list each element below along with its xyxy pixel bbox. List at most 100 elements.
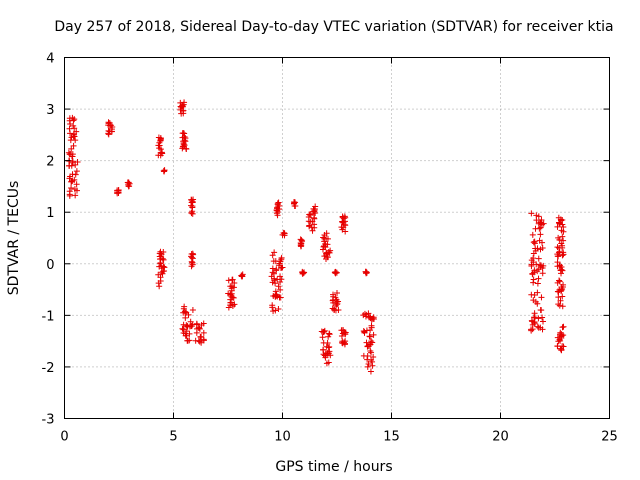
data-point [184, 337, 191, 344]
data-point [539, 314, 546, 321]
data-point [200, 337, 207, 344]
y-axis-label: SDTVAR / TECUs [6, 181, 22, 296]
data-point [161, 168, 168, 174]
data-point [196, 338, 203, 345]
data-point [332, 307, 339, 314]
data-point [361, 310, 368, 317]
data-point [155, 271, 162, 278]
data-point [535, 275, 542, 282]
data-point [271, 277, 278, 284]
data-point [178, 110, 185, 117]
data-point [227, 291, 234, 298]
data-point [69, 151, 76, 158]
data-point [180, 141, 187, 148]
data-point [275, 262, 282, 269]
data-point [370, 331, 377, 338]
data-point [319, 246, 326, 253]
x-tick-label: 5 [169, 430, 177, 445]
grid-lines [64, 57, 610, 419]
data-point [321, 243, 328, 250]
data-point [559, 233, 566, 240]
data-point [71, 116, 78, 123]
data-point [125, 181, 132, 188]
data-point [189, 306, 196, 313]
y-tick-label: 2 [46, 155, 54, 170]
data-point [274, 209, 281, 216]
data-point [536, 237, 543, 244]
data-point [534, 300, 541, 307]
data-point [291, 200, 298, 207]
data-point [320, 328, 327, 335]
data-point [560, 343, 567, 350]
data-point [326, 330, 333, 337]
chart-title: Day 257 of 2018, Sidereal Day-to-day VTE… [54, 19, 613, 35]
data-point [298, 237, 305, 244]
data-point [534, 245, 541, 252]
data-point [270, 258, 277, 265]
data-point [556, 263, 563, 270]
data-point [157, 137, 164, 144]
y-tick-label: -2 [42, 361, 55, 376]
y-tick-label: 3 [46, 103, 54, 118]
data-point [536, 225, 543, 232]
data-point [297, 236, 304, 243]
data-point [323, 230, 330, 237]
data-point [557, 217, 564, 224]
data-point [560, 332, 567, 339]
data-point [364, 356, 371, 363]
data-point [367, 368, 374, 375]
data-point [158, 265, 165, 272]
y-tick-label: -1 [42, 309, 55, 324]
data-point [281, 230, 288, 237]
data-point [274, 276, 281, 283]
data-point [533, 212, 540, 219]
data-point [188, 258, 195, 265]
data-point [557, 337, 564, 344]
y-tick-labels: -3 -2 -1 0 1 2 3 4 [42, 52, 55, 428]
data-point [557, 331, 564, 338]
data-point [157, 152, 164, 159]
data-point [70, 142, 77, 149]
data-point [181, 137, 188, 144]
data-point [70, 133, 77, 140]
x-tick-labels: 0 5 10 15 20 25 [60, 430, 617, 445]
data-point [73, 128, 80, 135]
data-point [340, 215, 347, 222]
data-point [180, 138, 187, 145]
data-point [555, 249, 562, 256]
data-point [539, 264, 546, 271]
data-point [67, 173, 74, 180]
data-point [535, 324, 542, 331]
y-tick-label: 4 [46, 52, 54, 67]
data-point [365, 361, 372, 368]
data-point [554, 279, 561, 286]
data-point [157, 250, 164, 257]
data-point [556, 302, 563, 309]
data-point [362, 268, 369, 275]
data-point [558, 288, 565, 295]
data-point [69, 177, 76, 184]
data-point [560, 224, 567, 231]
data-point [292, 199, 299, 206]
data-point [307, 211, 314, 218]
data-point [538, 294, 545, 301]
data-point [161, 167, 168, 174]
data-point [364, 363, 371, 370]
data-point [159, 270, 166, 277]
x-tick-label: 20 [492, 430, 509, 445]
data-point [274, 200, 281, 207]
data-point [556, 236, 563, 243]
data-point [156, 253, 163, 260]
data-point [554, 343, 561, 350]
data-point [271, 249, 278, 256]
data-point [182, 314, 189, 321]
data-point [320, 346, 327, 353]
data-point [537, 231, 544, 238]
data-point [330, 293, 337, 300]
data-point [309, 227, 316, 234]
data-point [537, 246, 544, 253]
data-point [188, 253, 195, 260]
data-point [324, 339, 331, 346]
data-point [531, 318, 538, 325]
